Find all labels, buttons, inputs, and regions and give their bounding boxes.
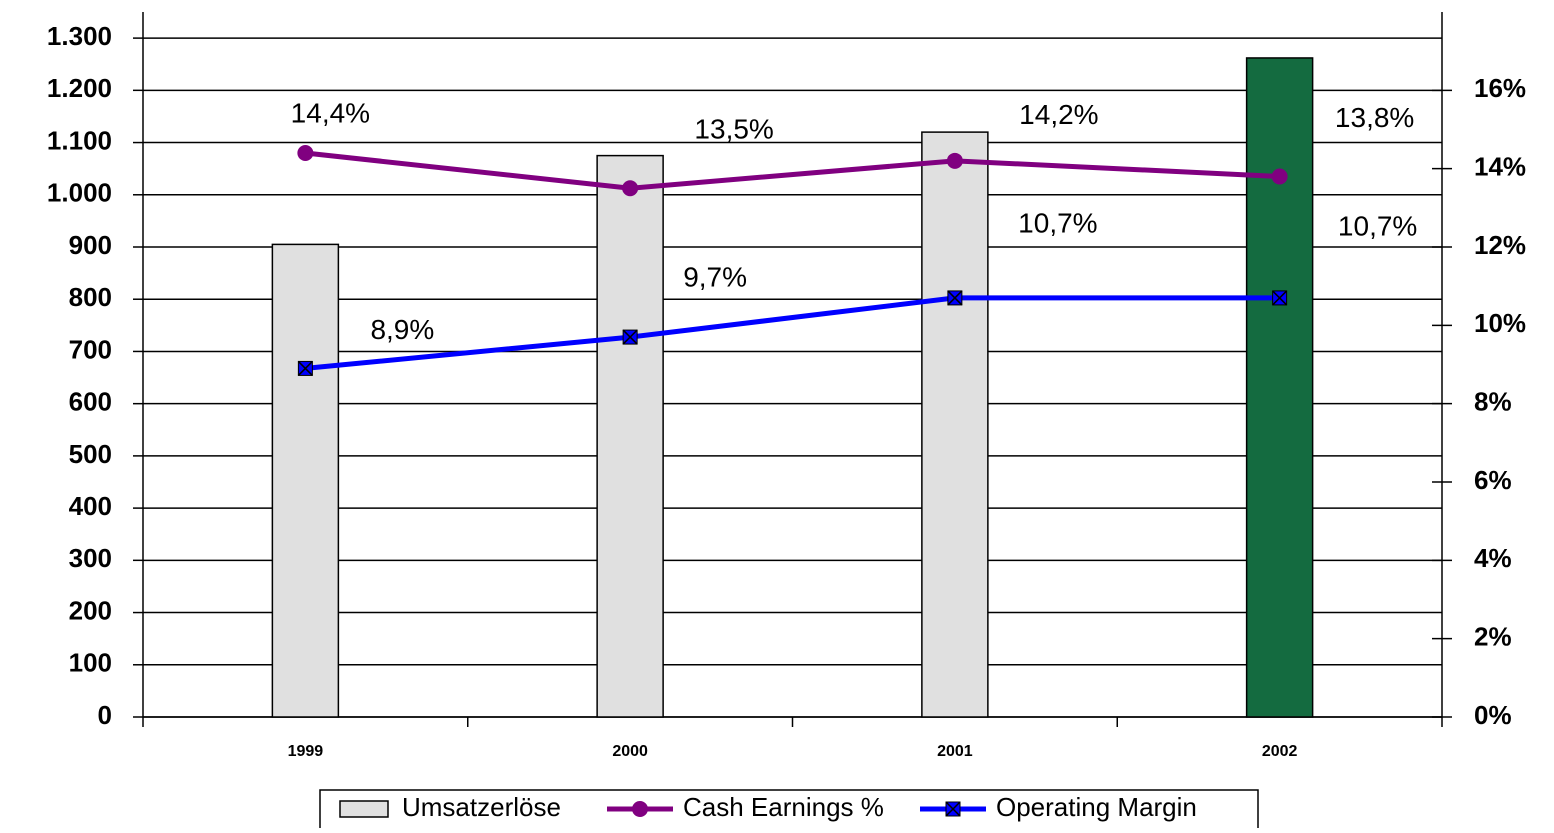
x-tick-label: 2002 xyxy=(1262,743,1298,760)
y2-tick-label: 12% xyxy=(1474,230,1526,260)
bar xyxy=(921,131,989,718)
y-tick-label: 0 xyxy=(98,700,112,730)
marker-x xyxy=(622,329,638,345)
legend-swatch xyxy=(339,800,389,818)
marker-x xyxy=(947,290,963,306)
data-label: 8,9% xyxy=(370,314,434,345)
data-label: 14,4% xyxy=(291,97,370,128)
marker-x xyxy=(1272,290,1288,306)
legend-label: Umsatzerlöse xyxy=(402,792,561,822)
bar xyxy=(1245,57,1314,718)
y-tick-label: 100 xyxy=(69,648,112,678)
y2-tick-label: 2% xyxy=(1474,622,1512,652)
line xyxy=(305,295,1280,371)
y-tick-label: 500 xyxy=(69,439,112,469)
y-tick-label: 900 xyxy=(69,230,112,260)
y-tick-label: 1.000 xyxy=(47,178,112,208)
marker-x xyxy=(297,360,313,376)
line-marker xyxy=(1271,168,1288,185)
y-tick-label: 400 xyxy=(69,491,112,521)
y-tick-label: 200 xyxy=(69,595,112,625)
y-tick-label: 600 xyxy=(69,387,112,417)
data-label: 14,2% xyxy=(1019,99,1098,130)
legend xyxy=(319,789,1259,833)
data-label: 13,5% xyxy=(694,114,773,145)
legend-label: Cash Earnings % xyxy=(683,792,884,822)
y-tick-label: 1.200 xyxy=(47,73,112,103)
y2-tick-label: 0% xyxy=(1474,700,1512,730)
y2-tick-label: 4% xyxy=(1474,543,1512,573)
bar xyxy=(596,154,664,718)
data-label: 10,7% xyxy=(1018,207,1097,238)
line-marker xyxy=(297,145,314,161)
data-label: 13,8% xyxy=(1335,102,1414,133)
y-tick-label: 800 xyxy=(69,282,112,312)
y2-tick-label: 14% xyxy=(1474,152,1526,182)
x-tick-label: 1999 xyxy=(288,743,324,760)
line-marker xyxy=(622,180,639,197)
y2-tick-label: 10% xyxy=(1474,308,1526,338)
legend-marker xyxy=(632,801,648,817)
y2-tick-label: 16% xyxy=(1474,73,1526,103)
y-tick-label: 300 xyxy=(69,543,112,573)
y-tick-label: 1.100 xyxy=(47,125,112,155)
data-label: 10,7% xyxy=(1338,210,1417,241)
bar xyxy=(271,243,340,718)
x-tick-label: 2000 xyxy=(612,743,648,760)
y-tick-label: 700 xyxy=(69,334,112,364)
y-tick-label: 1.300 xyxy=(47,21,112,51)
line xyxy=(305,150,1280,191)
y2-tick-label: 6% xyxy=(1474,465,1512,495)
line-marker xyxy=(946,152,963,169)
data-label: 9,7% xyxy=(683,261,747,292)
legend-marker-x xyxy=(945,801,961,817)
legend-label: Operating Margin xyxy=(996,792,1197,822)
y2-tick-label: 8% xyxy=(1474,387,1512,417)
x-tick-label: 2001 xyxy=(937,743,973,760)
